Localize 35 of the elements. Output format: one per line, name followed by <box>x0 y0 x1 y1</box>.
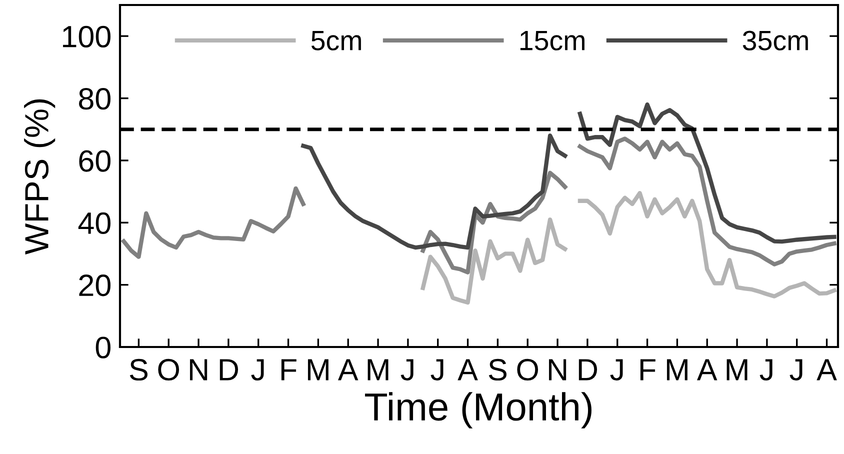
x-axis-title: Time (Month) <box>365 392 592 428</box>
x-tick-label: J <box>430 359 444 381</box>
x-tick-label: F <box>640 359 656 380</box>
x-tick-label: A <box>458 359 478 380</box>
x-tick-label: A <box>816 359 837 380</box>
y-tick-label: 40 <box>78 212 110 234</box>
x-tick-label: J <box>400 359 414 381</box>
x-tick-label: F <box>281 359 296 380</box>
x-tick-label: D <box>220 359 238 380</box>
legend-label: 15cm <box>520 31 584 50</box>
x-tick-label: J <box>610 359 623 381</box>
x-tick-label: D <box>578 359 598 380</box>
x-tick-label: A <box>696 359 718 380</box>
x-tick-label: J <box>760 359 772 381</box>
x-tick-label: M <box>368 359 388 380</box>
x-tick-label: O <box>158 358 180 381</box>
x-tick-label: N <box>190 359 208 380</box>
y-tick-label: 0 <box>96 336 110 358</box>
y-axis-title: WFPS (%) <box>24 99 56 255</box>
y-tick-label: 80 <box>79 88 110 110</box>
x-tick-label: O <box>517 358 538 381</box>
x-tick-label: N <box>549 359 566 380</box>
legend-label: 5cm <box>311 31 361 50</box>
y-tick-label: 100 <box>63 26 110 48</box>
x-tick-label: J <box>790 359 802 381</box>
y-tick-label: 60 <box>79 150 110 172</box>
x-tick-label: M <box>726 359 748 380</box>
x-tick-label: M <box>308 359 328 380</box>
x-tick-label: M <box>666 359 688 380</box>
x-tick-label: S <box>130 358 148 381</box>
legend-label: 35cm <box>742 30 808 50</box>
x-tick-label: J <box>251 359 264 381</box>
x-tick-label: A <box>338 359 358 380</box>
y-tick-label: 20 <box>79 274 110 296</box>
x-tick-label: S <box>488 358 506 381</box>
